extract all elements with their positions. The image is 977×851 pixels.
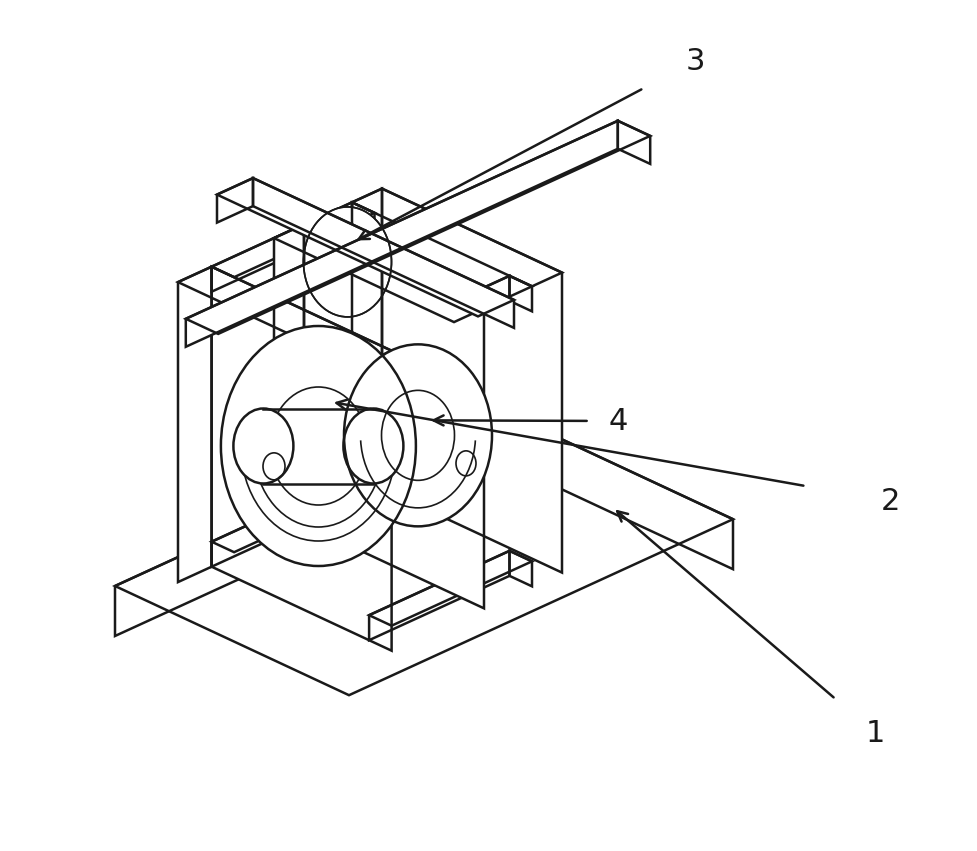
Polygon shape bbox=[211, 203, 374, 277]
Polygon shape bbox=[617, 121, 650, 164]
Ellipse shape bbox=[303, 207, 391, 317]
Text: 1: 1 bbox=[865, 718, 884, 747]
Polygon shape bbox=[368, 551, 509, 640]
Polygon shape bbox=[368, 551, 531, 625]
Polygon shape bbox=[274, 225, 484, 322]
Polygon shape bbox=[352, 203, 374, 237]
Polygon shape bbox=[382, 189, 562, 573]
Polygon shape bbox=[253, 178, 514, 328]
Ellipse shape bbox=[343, 408, 403, 483]
Polygon shape bbox=[498, 410, 732, 569]
Polygon shape bbox=[304, 225, 484, 608]
Polygon shape bbox=[352, 189, 562, 286]
Ellipse shape bbox=[344, 345, 491, 527]
Polygon shape bbox=[368, 276, 509, 365]
Polygon shape bbox=[274, 225, 304, 538]
Text: 2: 2 bbox=[879, 487, 899, 516]
Polygon shape bbox=[368, 276, 531, 351]
Polygon shape bbox=[211, 477, 352, 567]
Polygon shape bbox=[115, 410, 498, 636]
Polygon shape bbox=[217, 178, 253, 223]
Text: 4: 4 bbox=[608, 407, 627, 436]
Polygon shape bbox=[211, 266, 391, 651]
Polygon shape bbox=[186, 121, 617, 347]
Ellipse shape bbox=[221, 326, 415, 566]
Polygon shape bbox=[186, 121, 650, 334]
Polygon shape bbox=[217, 178, 514, 317]
Polygon shape bbox=[352, 477, 374, 513]
Polygon shape bbox=[178, 266, 391, 366]
Polygon shape bbox=[509, 276, 531, 311]
Polygon shape bbox=[211, 203, 352, 292]
Polygon shape bbox=[178, 266, 211, 582]
Ellipse shape bbox=[455, 451, 476, 476]
Polygon shape bbox=[509, 551, 531, 586]
Ellipse shape bbox=[234, 408, 293, 483]
Ellipse shape bbox=[263, 453, 284, 480]
Polygon shape bbox=[211, 477, 374, 552]
Polygon shape bbox=[115, 410, 732, 695]
Text: 3: 3 bbox=[685, 47, 704, 76]
Polygon shape bbox=[352, 189, 382, 502]
